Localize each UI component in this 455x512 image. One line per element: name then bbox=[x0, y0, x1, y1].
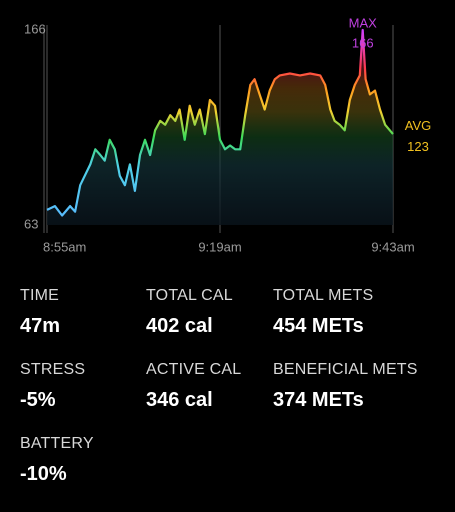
stat-value: 47m bbox=[20, 315, 61, 337]
stat-label: TIME bbox=[20, 287, 60, 304]
stat-label: TOTAL CAL bbox=[146, 287, 233, 304]
stat-value: -10% bbox=[20, 463, 67, 485]
stat: TOTAL METS 454 METs bbox=[273, 287, 373, 338]
stat-label: TOTAL METS bbox=[273, 287, 374, 304]
hr-area-fade bbox=[47, 30, 393, 225]
stat-value: 346 cal bbox=[146, 389, 213, 411]
stat: TOTAL CAL 402 cal bbox=[146, 287, 233, 338]
stat: BATTERY -10% bbox=[20, 435, 94, 486]
y-tick-label: 63 bbox=[24, 216, 38, 231]
hr-line bbox=[46, 28, 394, 217]
x-tick-label: 9:19am bbox=[198, 239, 241, 254]
stat-label: BATTERY bbox=[20, 435, 94, 452]
stat-label: ACTIVE CAL bbox=[146, 361, 242, 378]
x-tick-label: 9:43am bbox=[371, 239, 414, 254]
stat-value: 454 METs bbox=[273, 315, 364, 337]
max-label: MAX bbox=[349, 15, 378, 30]
stat: BENEFICIAL METS 374 METs bbox=[273, 361, 418, 412]
stat-value: 374 METs bbox=[273, 389, 364, 411]
max-value: 166 bbox=[352, 35, 374, 50]
stat: STRESS -5% bbox=[20, 361, 85, 412]
stat-label: BENEFICIAL METS bbox=[273, 361, 418, 378]
avg-value: 123 bbox=[407, 139, 429, 154]
x-tick-label: 8:55am bbox=[43, 239, 86, 254]
stat-value: 402 cal bbox=[146, 315, 213, 337]
avg-label: AVG bbox=[405, 118, 432, 133]
stat: ACTIVE CAL 346 cal bbox=[146, 361, 241, 412]
stat: TIME 47m bbox=[20, 287, 60, 338]
y-tick-label: 166 bbox=[24, 21, 46, 36]
stat-value: -5% bbox=[20, 389, 56, 411]
stat-label: STRESS bbox=[20, 361, 86, 378]
heart-rate-chart: 63 166 8:55am 9:19am 9:43am MAX 166 AVG 123 bbox=[24, 15, 432, 254]
